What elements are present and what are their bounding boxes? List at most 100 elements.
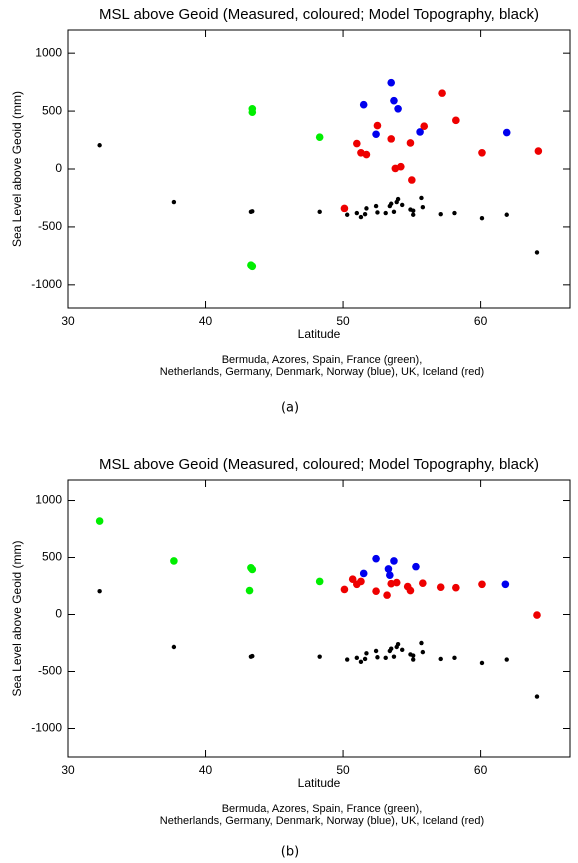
data-point [479, 660, 485, 666]
data-point [416, 128, 424, 136]
y-tick-label: -1000 [31, 721, 62, 735]
y-tick-label: 500 [42, 550, 62, 564]
data-point [438, 89, 446, 97]
data-point [406, 586, 415, 595]
x-tick-label: 40 [199, 314, 213, 328]
y-tick-label: 0 [55, 161, 62, 175]
y-tick-label: -500 [38, 219, 62, 233]
data-point [419, 579, 427, 587]
data-point [362, 211, 368, 217]
data-point [411, 657, 416, 662]
data-point [502, 128, 511, 137]
data-point [419, 640, 424, 646]
data-point [533, 611, 541, 619]
data-point [248, 262, 257, 271]
data-point [386, 571, 394, 579]
data-point [391, 209, 397, 215]
data-point [344, 212, 350, 217]
data-point [170, 557, 178, 565]
data-point [359, 100, 368, 109]
data-point [394, 104, 402, 113]
data-point [452, 655, 457, 661]
x-tick-label: 50 [336, 763, 350, 777]
data-point [387, 135, 396, 143]
data-point [348, 575, 357, 583]
data-point [362, 656, 368, 662]
data-point [245, 586, 254, 595]
data-point [411, 653, 416, 658]
data-point [411, 208, 416, 213]
data-point [354, 655, 360, 661]
data-point [395, 196, 401, 202]
data-point [452, 116, 460, 125]
data-point [372, 130, 380, 139]
note: Netherlands, Germany, Denmark, Norway (b… [160, 366, 484, 378]
plot-frame [67, 29, 571, 309]
y-tick-label: 0 [55, 607, 62, 621]
y-axis-label: Sea Level above Geoid (mm) [10, 540, 24, 696]
data-point [357, 577, 365, 586]
data-point [534, 694, 540, 699]
x-tick-label: 60 [474, 763, 488, 777]
data-point [383, 591, 391, 599]
y-tick-label: 500 [42, 103, 62, 117]
data-point [354, 210, 360, 216]
y-tick-label: 1000 [35, 45, 62, 59]
data-point [364, 206, 369, 211]
x-tick-label: 50 [336, 314, 350, 328]
data-point [408, 176, 416, 184]
data-point [364, 651, 369, 656]
x-tick-label: 30 [61, 314, 75, 328]
data-point [171, 644, 177, 650]
data-point [372, 554, 380, 563]
data-point [373, 648, 379, 654]
data-point [387, 78, 396, 87]
data-point [390, 96, 398, 105]
data-point [372, 587, 380, 595]
data-point [97, 588, 102, 594]
data-point [373, 203, 379, 209]
data-point [389, 646, 394, 651]
note: Netherlands, Germany, Denmark, Norway (b… [160, 815, 484, 827]
data-point [171, 199, 177, 205]
data-point [317, 654, 322, 659]
caption: (a) [281, 401, 299, 416]
data-point [411, 212, 416, 217]
data-point [504, 212, 509, 217]
data-point [452, 210, 457, 216]
data-point [248, 565, 257, 574]
data-point [383, 210, 388, 216]
chart-title: MSL above Geoid (Measured, coloured; Mod… [99, 6, 539, 23]
data-point [390, 557, 398, 565]
data-point [375, 655, 380, 660]
data-point [317, 209, 322, 215]
data-point [406, 139, 415, 147]
note: Bermuda, Azores, Spain, France (green), [222, 354, 423, 366]
data-point [315, 577, 324, 586]
data-point [358, 659, 364, 665]
data-point [397, 162, 405, 171]
data-point [344, 657, 350, 662]
data-point [362, 150, 371, 159]
x-tick-label: 60 [474, 314, 488, 328]
data-point [452, 583, 460, 592]
data-point [504, 657, 509, 662]
data-point [479, 216, 485, 221]
data-point [534, 147, 543, 155]
data-point [438, 656, 443, 662]
data-point [248, 108, 257, 117]
data-point [534, 250, 540, 255]
data-point [478, 580, 486, 589]
data-point [400, 202, 405, 208]
data-point [353, 139, 361, 148]
data-point [400, 647, 405, 653]
x-tick-label: 40 [199, 763, 213, 777]
data-point [358, 214, 364, 220]
data-point [340, 585, 349, 594]
chart-title: MSL above Geoid (Measured, coloured; Mod… [99, 456, 539, 473]
data-point [389, 201, 394, 206]
data-point [384, 565, 393, 573]
data-point [395, 641, 401, 647]
data-point [340, 204, 349, 213]
